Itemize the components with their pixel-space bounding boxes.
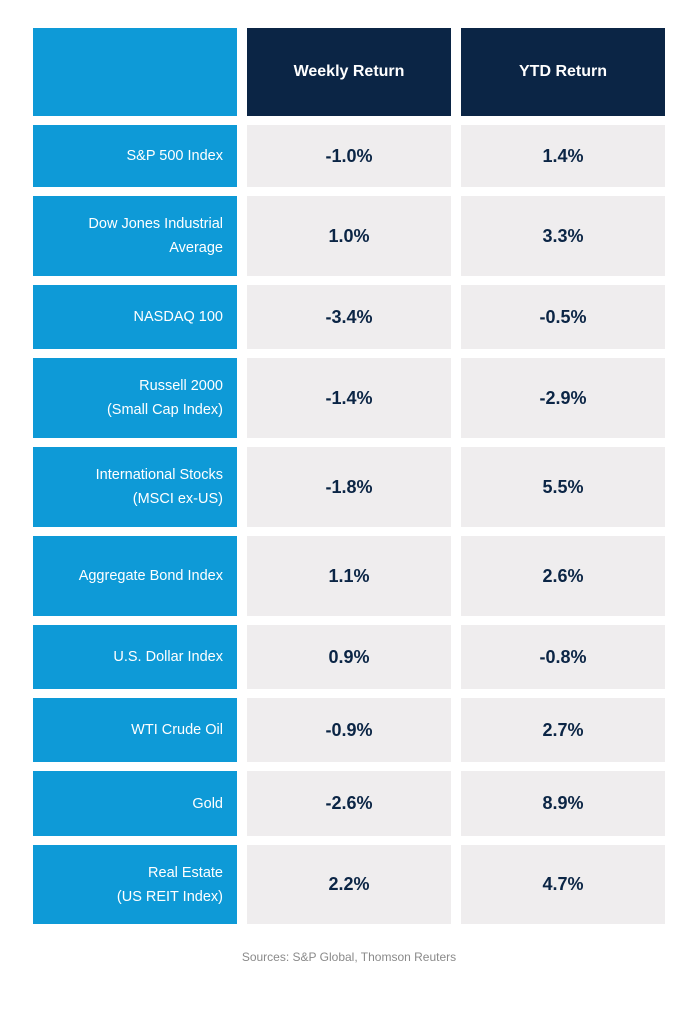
ytd-value: 8.9% (461, 771, 665, 836)
ytd-value: -0.8% (461, 625, 665, 689)
header-corner (33, 28, 237, 116)
weekly-value: -2.6% (247, 771, 451, 836)
row-label: Real Estate (US REIT Index) (33, 845, 237, 924)
weekly-value: 0.9% (247, 625, 451, 689)
ytd-return-header: YTD Return (461, 28, 665, 116)
ytd-value: 3.3% (461, 196, 665, 276)
row-label: Aggregate Bond Index (33, 536, 237, 616)
weekly-value: -1.8% (247, 447, 451, 527)
ytd-value: 1.4% (461, 125, 665, 187)
ytd-value: 2.6% (461, 536, 665, 616)
row-label: NASDAQ 100 (33, 285, 237, 349)
ytd-value: -2.9% (461, 358, 665, 438)
row-label: WTI Crude Oil (33, 698, 237, 762)
row-label: Gold (33, 771, 237, 836)
weekly-value: 1.1% (247, 536, 451, 616)
ytd-value: 5.5% (461, 447, 665, 527)
ytd-value: 2.7% (461, 698, 665, 762)
row-label: U.S. Dollar Index (33, 625, 237, 689)
weekly-value: 2.2% (247, 845, 451, 924)
row-label: Russell 2000 (Small Cap Index) (33, 358, 237, 438)
weekly-value: -1.0% (247, 125, 451, 187)
returns-table: Weekly Return YTD Return S&P 500 Index -… (33, 28, 665, 924)
ytd-value: -0.5% (461, 285, 665, 349)
weekly-value: -1.4% (247, 358, 451, 438)
row-label: International Stocks (MSCI ex-US) (33, 447, 237, 527)
weekly-value: -0.9% (247, 698, 451, 762)
row-label: S&P 500 Index (33, 125, 237, 187)
sources-note: Sources: S&P Global, Thomson Reuters (241, 950, 457, 964)
row-label: Dow Jones Industrial Average (33, 196, 237, 276)
ytd-value: 4.7% (461, 845, 665, 924)
weekly-value: 1.0% (247, 196, 451, 276)
weekly-return-header: Weekly Return (247, 28, 451, 116)
weekly-value: -3.4% (247, 285, 451, 349)
